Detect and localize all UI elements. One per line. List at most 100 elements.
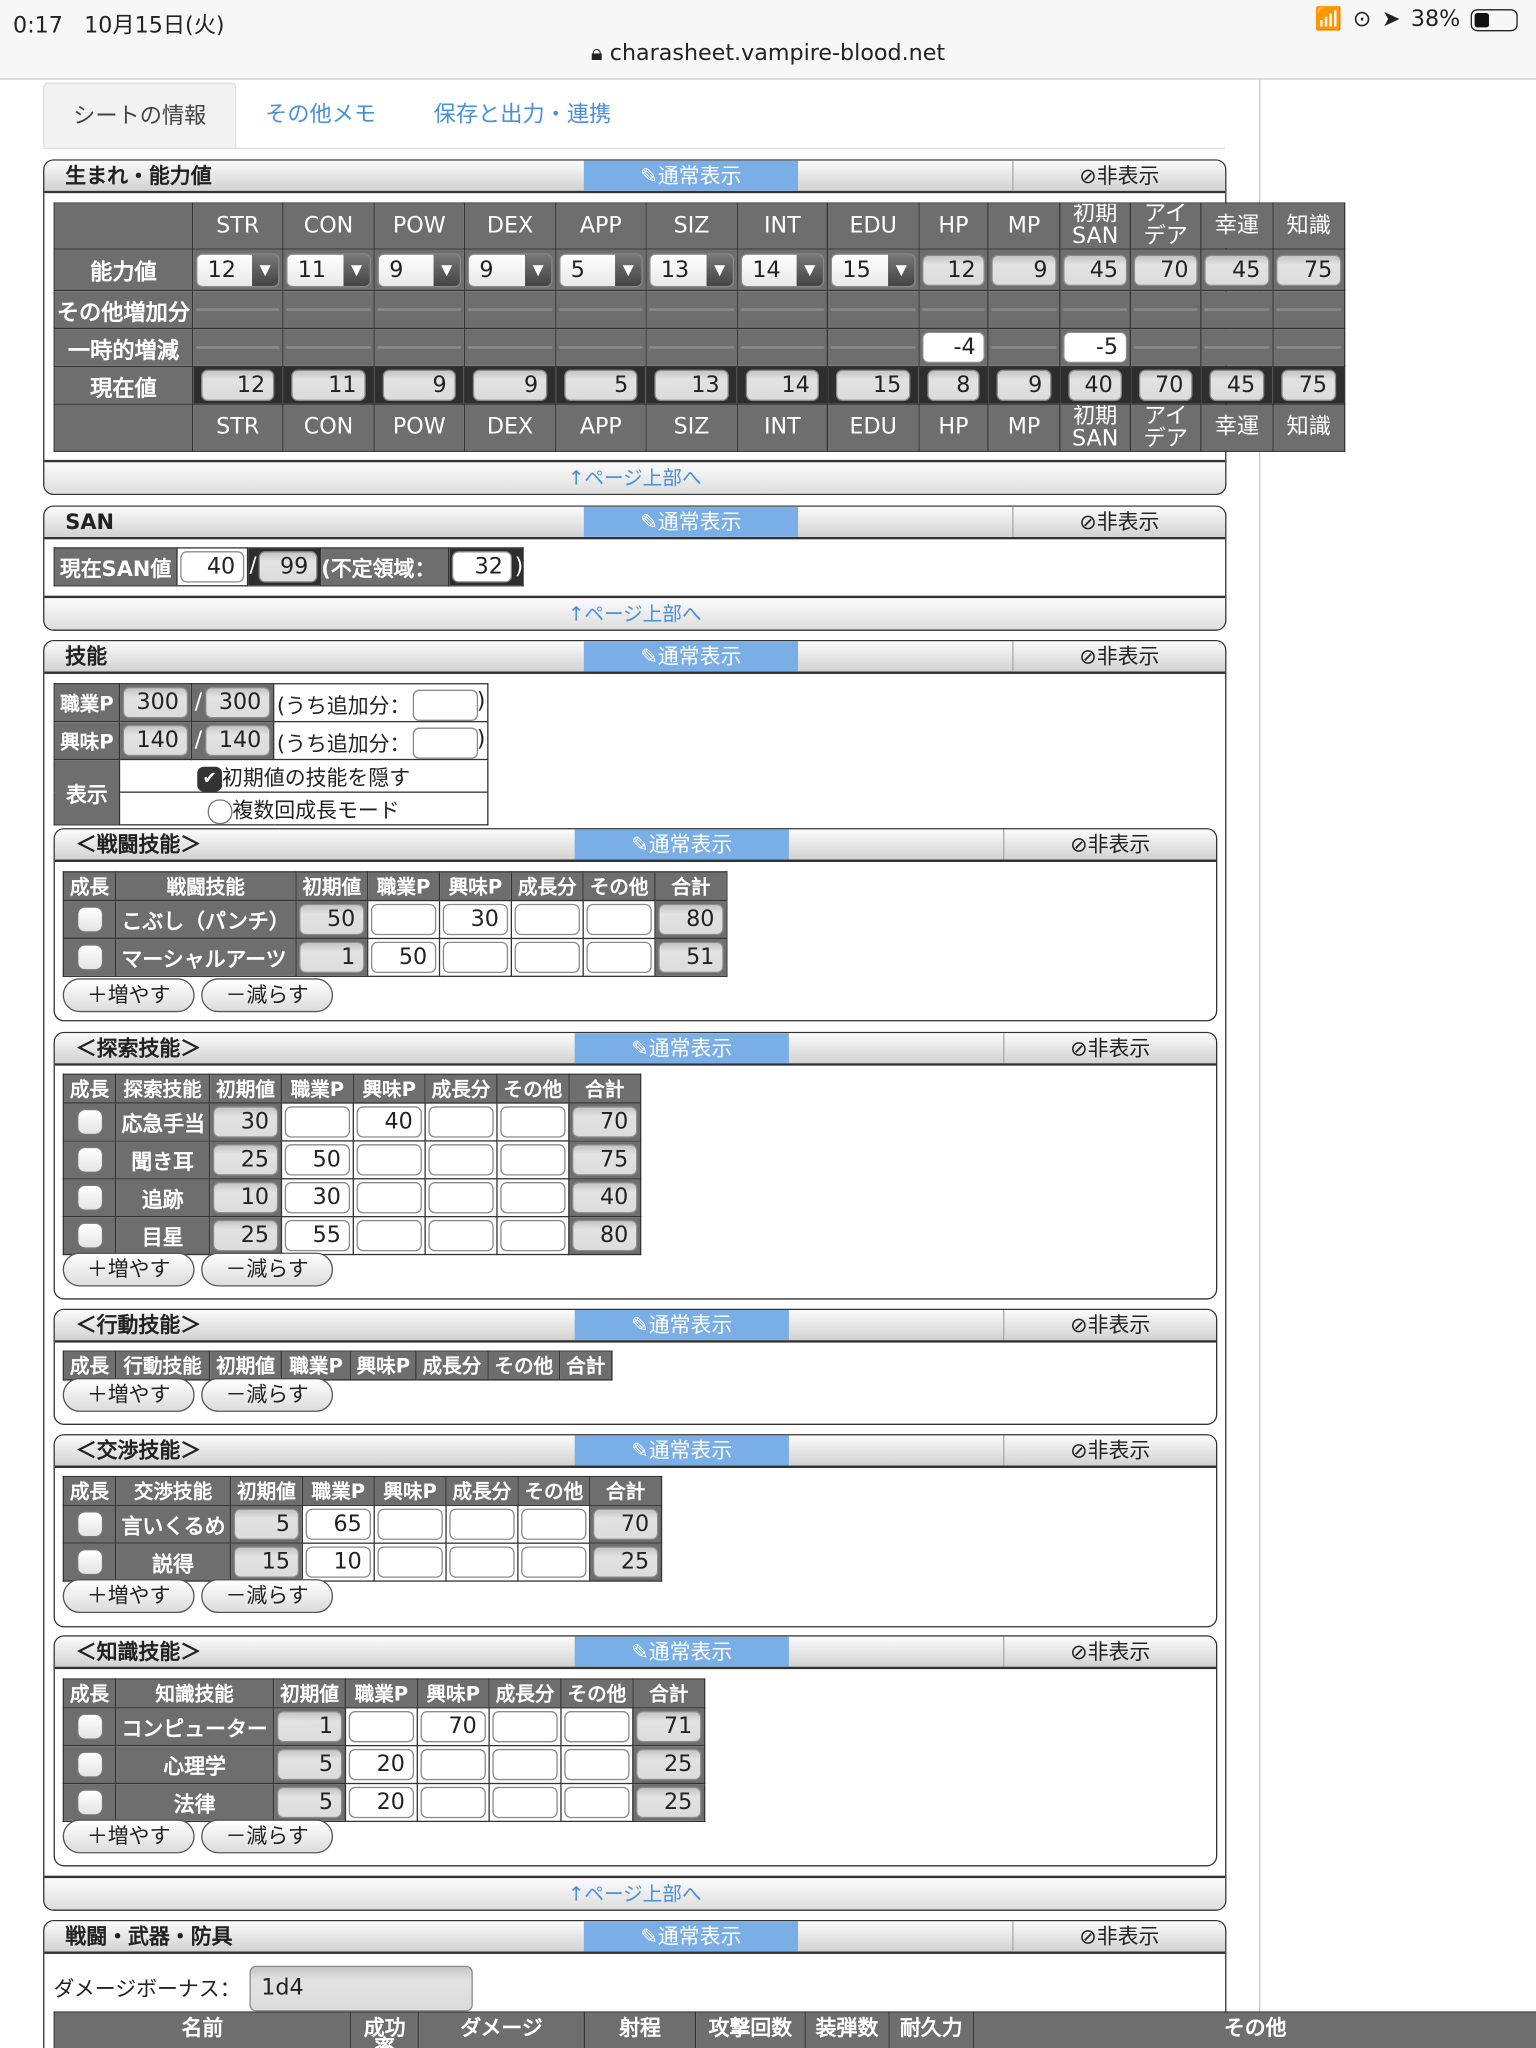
ability-select[interactable]: 11 ▼ xyxy=(286,252,371,287)
growth-checkbox[interactable] xyxy=(76,1222,103,1249)
other-value[interactable] xyxy=(521,1508,587,1540)
normal-view-button[interactable]: ✎通常表示 xyxy=(574,1435,789,1466)
growth-value[interactable] xyxy=(449,1508,515,1540)
normal-view-button[interactable]: ✎通常表示 xyxy=(583,506,799,537)
interest-value[interactable] xyxy=(356,1182,422,1214)
ability-select[interactable]: 13 ▼ xyxy=(649,252,735,287)
job-value[interactable]: 55 xyxy=(284,1219,351,1252)
interest-value[interactable]: 40 xyxy=(356,1106,422,1138)
tab-save-export[interactable]: 保存と出力・連携 xyxy=(433,101,612,128)
ability-input[interactable]: -4 xyxy=(922,331,985,364)
add-skill-button[interactable]: ＋増やす xyxy=(62,1252,195,1287)
ability-input[interactable] xyxy=(377,346,462,349)
multi-growth-option[interactable]: 複数回成長モード xyxy=(118,791,489,826)
growth-value[interactable] xyxy=(492,1748,558,1781)
hide-initial-option[interactable]: ✔ 初期値の技能を隠す xyxy=(118,758,489,793)
growth-checkbox[interactable] xyxy=(76,1184,103,1211)
ability-input[interactable] xyxy=(286,308,371,311)
ability-input[interactable] xyxy=(195,346,280,349)
job-value[interactable]: 30 xyxy=(284,1182,351,1214)
interest-value[interactable] xyxy=(377,1546,443,1578)
interest-value[interactable] xyxy=(420,1748,486,1781)
other-value[interactable] xyxy=(521,1546,587,1578)
ability-input[interactable]: -5 xyxy=(1063,331,1128,364)
job-value[interactable] xyxy=(348,1711,415,1743)
normal-view-button[interactable]: ✎通常表示 xyxy=(574,1033,789,1064)
growth-value[interactable] xyxy=(449,1546,515,1578)
growth-checkbox[interactable] xyxy=(76,1713,103,1740)
ability-select[interactable]: 9 ▼ xyxy=(377,252,462,287)
normal-view-button[interactable]: ✎通常表示 xyxy=(583,641,799,672)
san-current-input[interactable]: 40 xyxy=(180,551,245,583)
job-value[interactable]: 10 xyxy=(305,1546,371,1578)
job-value[interactable] xyxy=(370,903,437,936)
job-value[interactable]: 50 xyxy=(370,941,437,974)
growth-value[interactable] xyxy=(492,1786,558,1819)
normal-view-button[interactable]: ✎通常表示 xyxy=(574,1636,789,1667)
ability-input[interactable] xyxy=(1133,346,1198,349)
ability-select[interactable]: 14 ▼ xyxy=(740,252,825,287)
checkbox-icon[interactable] xyxy=(207,799,233,824)
hide-button[interactable]: ⊘非表示 xyxy=(1079,509,1160,535)
ability-input[interactable] xyxy=(1063,308,1128,311)
hide-button[interactable]: ⊘非表示 xyxy=(1070,1035,1151,1061)
hide-button[interactable]: ⊘非表示 xyxy=(1070,1312,1151,1338)
address-bar[interactable]: 🔒︎ charasheet.vampire-blood.net xyxy=(0,40,1536,66)
ability-input[interactable] xyxy=(1133,308,1198,311)
ability-input[interactable] xyxy=(830,346,916,349)
job-value[interactable]: 20 xyxy=(348,1748,415,1781)
interest-value[interactable] xyxy=(420,1786,486,1819)
growth-value[interactable] xyxy=(514,941,580,974)
other-value[interactable] xyxy=(586,903,652,936)
job-value[interactable] xyxy=(284,1106,351,1138)
ability-input[interactable] xyxy=(377,308,462,311)
growth-value[interactable] xyxy=(428,1106,494,1138)
interest-value[interactable] xyxy=(442,941,509,974)
hide-button[interactable]: ⊘非表示 xyxy=(1070,831,1151,857)
normal-view-button[interactable]: ✎通常表示 xyxy=(574,1310,789,1341)
growth-checkbox[interactable] xyxy=(76,1789,103,1816)
ability-select[interactable]: 12 ▼ xyxy=(195,252,280,287)
other-value[interactable] xyxy=(500,1144,566,1176)
ability-input[interactable] xyxy=(991,346,1057,349)
ability-input[interactable] xyxy=(195,308,280,311)
ability-input[interactable] xyxy=(467,308,553,311)
growth-checkbox[interactable] xyxy=(76,1511,103,1538)
other-value[interactable] xyxy=(564,1711,630,1743)
ability-select[interactable]: 9 ▼ xyxy=(467,252,553,287)
growth-checkbox[interactable] xyxy=(76,1751,103,1778)
interest-value[interactable] xyxy=(356,1144,422,1176)
job-value[interactable]: 65 xyxy=(305,1508,371,1540)
ability-input[interactable] xyxy=(922,308,985,311)
interest-value[interactable]: 70 xyxy=(420,1711,486,1743)
other-value[interactable] xyxy=(500,1106,566,1138)
remove-skill-button[interactable]: －減らす xyxy=(201,1579,334,1614)
normal-view-button[interactable]: ✎通常表示 xyxy=(583,1921,799,1952)
add-skill-button[interactable]: ＋増やす xyxy=(62,978,195,1013)
growth-checkbox[interactable] xyxy=(76,944,103,971)
remove-skill-button[interactable]: －減らす xyxy=(201,1377,334,1412)
interest-value[interactable] xyxy=(356,1219,422,1252)
growth-value[interactable] xyxy=(514,903,580,936)
other-value[interactable] xyxy=(500,1182,566,1214)
hide-button[interactable]: ⊘非表示 xyxy=(1079,1923,1160,1949)
hide-button[interactable]: ⊘非表示 xyxy=(1070,1639,1151,1664)
ability-input[interactable] xyxy=(559,308,643,311)
other-value[interactable] xyxy=(564,1786,630,1819)
ability-input[interactable] xyxy=(286,346,371,349)
remove-skill-button[interactable]: －減らす xyxy=(201,978,334,1013)
page-top-link[interactable]: ↑ページ上部へ xyxy=(44,459,1226,494)
ability-input[interactable] xyxy=(1204,346,1270,349)
ability-input[interactable] xyxy=(649,308,735,311)
checkbox-checked-icon[interactable]: ✔ xyxy=(197,766,223,791)
interest-value[interactable]: 30 xyxy=(442,903,509,936)
ability-select[interactable]: 5 ▼ xyxy=(559,252,643,287)
other-value[interactable] xyxy=(586,941,652,974)
growth-value[interactable] xyxy=(428,1219,494,1252)
growth-value[interactable] xyxy=(428,1182,494,1214)
ability-input[interactable] xyxy=(830,308,916,311)
ability-input[interactable] xyxy=(1276,346,1342,349)
indefinite-input[interactable]: 32 xyxy=(451,551,512,583)
ability-input[interactable] xyxy=(467,346,553,349)
growth-value[interactable] xyxy=(428,1144,494,1176)
